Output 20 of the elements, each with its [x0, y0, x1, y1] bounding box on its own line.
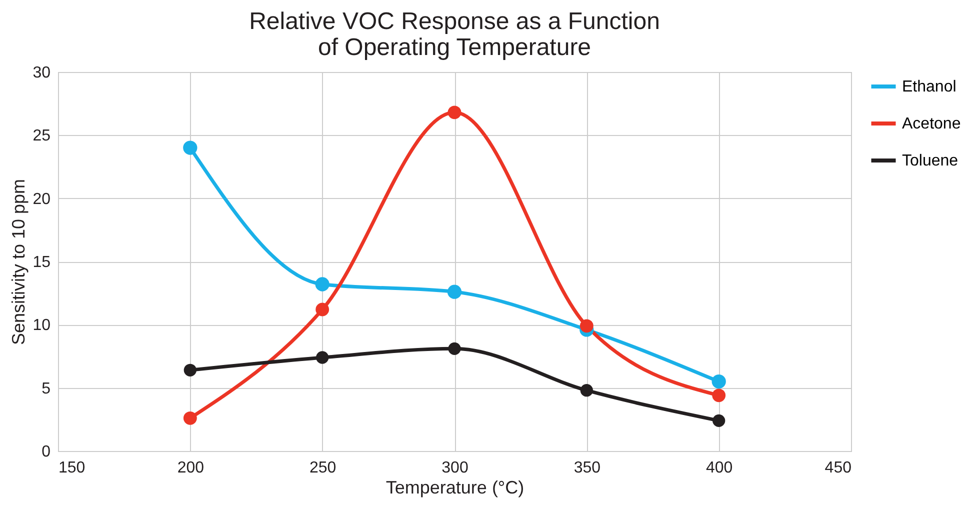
- y-tick-label: 20: [32, 190, 51, 208]
- x-axis-title: Temperature (°C): [386, 478, 524, 498]
- y-tick-label: 5: [42, 380, 51, 398]
- x-tick-label: 250: [309, 460, 336, 476]
- chart-title: Relative VOC Response as a Function of Operating Temperature: [249, 8, 660, 61]
- x-tick-label: 450: [824, 460, 852, 476]
- x-tick-label: 150: [58, 460, 86, 476]
- x-tick-label: 300: [442, 460, 468, 476]
- x-tick-label: 200: [177, 460, 204, 476]
- y-tick-label: 15: [32, 254, 51, 271]
- legend-label: Toluene: [902, 152, 958, 170]
- y-tick-label: 0: [42, 444, 51, 460]
- legend-label: Ethanol: [902, 78, 956, 96]
- y-axis-title: Sensitivity to 10 ppm: [8, 178, 29, 346]
- y-tick-label: 10: [32, 317, 51, 334]
- x-tick-label: 400: [706, 460, 733, 476]
- legend-label: Acetone: [902, 116, 961, 132]
- y-tick-label: 30: [32, 64, 51, 82]
- y-tick-label: 25: [32, 128, 51, 145]
- x-tick-label: 350: [574, 460, 601, 476]
